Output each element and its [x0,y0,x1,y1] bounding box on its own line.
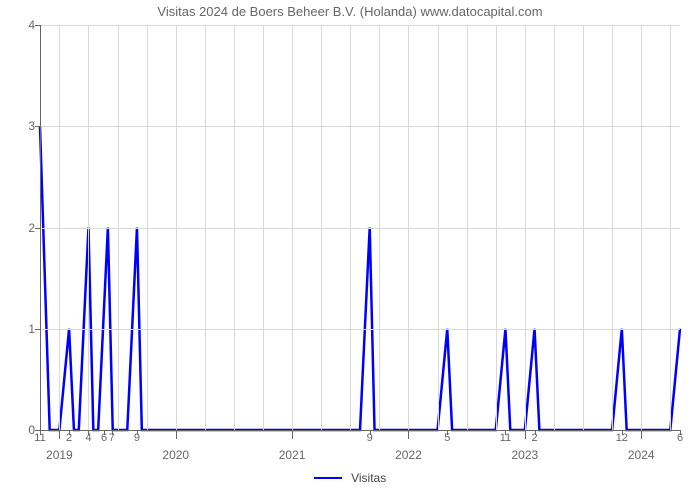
y-axis-label: 2 [5,221,35,235]
gridline-vertical-minor [118,25,119,430]
gridline-vertical-minor [263,25,264,430]
gridline-vertical-minor [88,25,89,430]
gridline-vertical-major [176,25,177,430]
x-axis-major-label: 2022 [395,448,422,462]
chart-title: Visitas 2024 de Boers Beheer B.V. (Holan… [0,4,700,19]
gridline-vertical-minor [234,25,235,430]
axis-line [40,25,41,430]
gridline-vertical-minor [205,25,206,430]
gridline-vertical-minor [350,25,351,430]
x-axis-minor-label: 6 [677,432,683,444]
gridline-vertical-major [59,25,60,430]
x-axis-minor-label: 2 [66,432,72,444]
legend-label: Visitas [351,471,386,485]
x-tick-major [525,430,526,439]
gridline-vertical-minor [321,25,322,430]
x-tick-major [408,430,409,439]
gridline-vertical-minor [554,25,555,430]
x-tick-major [641,430,642,439]
x-axis-minor-label: 9 [134,432,140,444]
gridline-vertical-minor [379,25,380,430]
x-axis-minor-label: 4 [85,432,91,444]
x-tick-major [59,430,60,439]
x-tick-major [176,430,177,439]
gridline-vertical-minor [147,25,148,430]
axis-line [40,430,680,431]
legend-swatch [314,477,342,479]
x-axis-major-label: 2021 [279,448,306,462]
gridline-vertical-minor [467,25,468,430]
x-axis-major-label: 2023 [511,448,538,462]
x-tick-major [292,430,293,439]
y-axis-label: 4 [5,18,35,32]
x-axis-major-label: 2024 [628,448,655,462]
y-axis-label: 1 [5,322,35,336]
x-axis-major-label: 2019 [46,448,73,462]
gridline-vertical-minor [670,25,671,430]
gridline-vertical-major [292,25,293,430]
x-axis-major-label: 2020 [162,448,189,462]
gridline-vertical-minor [612,25,613,430]
x-axis-minor-label: 11 [500,432,511,444]
y-axis-label: 3 [5,119,35,133]
y-axis-label: 0 [5,423,35,437]
legend: Visitas [0,470,700,485]
gridline-vertical-major [525,25,526,430]
x-axis-minor-label: 2 [531,432,537,444]
x-axis-minor-label: 11 [34,432,45,444]
plot-area [40,25,680,430]
gridline-vertical-minor [438,25,439,430]
x-axis-minor-label: 7 [109,432,115,444]
gridline-vertical-minor [496,25,497,430]
x-axis-minor-label: 9 [367,432,373,444]
x-axis-minor-label: 12 [616,432,628,444]
x-axis-minor-label: 5 [444,432,450,444]
gridline-vertical-minor [583,25,584,430]
chart-container: Visitas 2024 de Boers Beheer B.V. (Holan… [0,0,700,500]
gridline-vertical-major [408,25,409,430]
gridline-vertical-major [641,25,642,430]
x-axis-minor-label: 6 [101,432,107,444]
